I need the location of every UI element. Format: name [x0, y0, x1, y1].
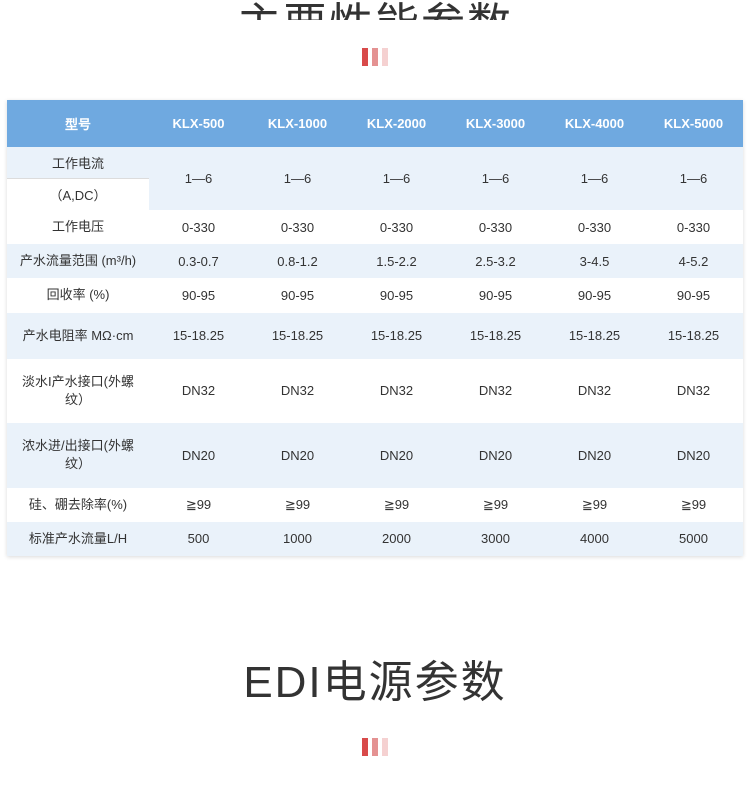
table-header-row: 型号 KLX-500 KLX-1000 KLX-2000 KLX-3000 KL… — [7, 100, 743, 147]
th-klx4000: KLX-4000 — [545, 100, 644, 147]
table-cell: 90-95 — [446, 278, 545, 312]
table-cell: 90-95 — [644, 278, 743, 312]
table-cell: ≧99 — [347, 488, 446, 522]
row-label: 浓水进/出接口(外螺纹） — [7, 423, 149, 487]
table-cell: ≧99 — [149, 488, 248, 522]
decor-bar — [382, 48, 388, 66]
table-row: 淡水I产水接口(外螺纹）DN32DN32DN32DN32DN32DN32 — [7, 359, 743, 423]
table-row: 工作电压0-3300-3300-3300-3300-3300-330 — [7, 210, 743, 244]
table-cell: 1—6 — [248, 147, 347, 210]
table-cell: 90-95 — [149, 278, 248, 312]
table-cell: ≧99 — [248, 488, 347, 522]
table-cell: DN20 — [545, 423, 644, 487]
decor-bar — [362, 738, 368, 756]
table-cell: 1—6 — [446, 147, 545, 210]
table-cell: 90-95 — [545, 278, 644, 312]
row-label: 回收率 (%) — [7, 278, 149, 312]
table-cell: 2000 — [347, 522, 446, 556]
table-cell: 1—6 — [149, 147, 248, 210]
table-cell: DN32 — [149, 359, 248, 423]
table-cell: DN20 — [248, 423, 347, 487]
table-cell: 1000 — [248, 522, 347, 556]
table-cell: DN32 — [545, 359, 644, 423]
title-decor — [0, 48, 750, 66]
table-cell: ≧99 — [644, 488, 743, 522]
th-klx2000: KLX-2000 — [347, 100, 446, 147]
table-cell: 15-18.25 — [446, 313, 545, 359]
decor-bar — [372, 738, 378, 756]
th-model: 型号 — [7, 100, 149, 147]
th-klx1000: KLX-1000 — [248, 100, 347, 147]
row-label: 淡水I产水接口(外螺纹） — [7, 359, 149, 423]
table-cell: 0-330 — [347, 210, 446, 244]
spec-table: 型号 KLX-500 KLX-1000 KLX-2000 KLX-3000 KL… — [7, 100, 743, 556]
table-cell: 1—6 — [545, 147, 644, 210]
th-klx5000: KLX-5000 — [644, 100, 743, 147]
table-cell: 15-18.25 — [644, 313, 743, 359]
table-cell: DN20 — [149, 423, 248, 487]
row-label: 产水流量范围 (m³/h) — [7, 244, 149, 278]
table-cell: 15-18.25 — [248, 313, 347, 359]
table-row: 产水流量范围 (m³/h)0.3-0.70.8-1.21.5-2.22.5-3.… — [7, 244, 743, 278]
section2-title: EDI电源参数 — [0, 646, 750, 710]
row-label-top: 工作电流 — [7, 147, 149, 178]
table-cell: 4-5.2 — [644, 244, 743, 278]
table-cell: ≧99 — [446, 488, 545, 522]
row-label: 产水电阻率 MΩ·cm — [7, 313, 149, 359]
table-cell: 5000 — [644, 522, 743, 556]
decor-bar — [382, 738, 388, 756]
table-row: 标准产水流量L/H50010002000300040005000 — [7, 522, 743, 556]
table-cell: DN20 — [644, 423, 743, 487]
table-row: 工作电流（A,DC）1—61—61—61—61—61—6 — [7, 147, 743, 210]
table-cell: 3000 — [446, 522, 545, 556]
row-label: 标准产水流量L/H — [7, 522, 149, 556]
table-cell: 1.5-2.2 — [347, 244, 446, 278]
table-cell: 500 — [149, 522, 248, 556]
table-cell: DN32 — [644, 359, 743, 423]
table-cell: 1—6 — [347, 147, 446, 210]
table-cell: 0.3-0.7 — [149, 244, 248, 278]
table-cell: ≧99 — [545, 488, 644, 522]
table-cell: 4000 — [545, 522, 644, 556]
decor-bar — [372, 48, 378, 66]
table-cell: 0-330 — [446, 210, 545, 244]
row-label-bottom: （A,DC） — [7, 179, 149, 210]
table-cell: 15-18.25 — [347, 313, 446, 359]
th-klx3000: KLX-3000 — [446, 100, 545, 147]
table-row: 产水电阻率 MΩ·cm15-18.2515-18.2515-18.2515-18… — [7, 313, 743, 359]
row-label: 工作电压 — [7, 210, 149, 244]
table-cell: 2.5-3.2 — [446, 244, 545, 278]
table-cell: 0-330 — [644, 210, 743, 244]
table-cell: 90-95 — [347, 278, 446, 312]
table-cell: DN20 — [347, 423, 446, 487]
table-cell: DN32 — [446, 359, 545, 423]
table-cell: DN32 — [248, 359, 347, 423]
row-label: 工作电流（A,DC） — [7, 147, 149, 210]
table-cell: 0-330 — [248, 210, 347, 244]
table-cell: 0.8-1.2 — [248, 244, 347, 278]
table-cell: DN32 — [347, 359, 446, 423]
table-cell: DN20 — [446, 423, 545, 487]
section1-title: 主要性能参数 — [0, 0, 750, 20]
row-label: 硅、硼去除率(%) — [7, 488, 149, 522]
table-row: 浓水进/出接口(外螺纹）DN20DN20DN20DN20DN20DN20 — [7, 423, 743, 487]
title-decor — [0, 738, 750, 756]
table-cell: 0-330 — [149, 210, 248, 244]
table-cell: 0-330 — [545, 210, 644, 244]
table-cell: 15-18.25 — [545, 313, 644, 359]
table-row: 回收率 (%)90-9590-9590-9590-9590-9590-95 — [7, 278, 743, 312]
table-cell: 1—6 — [644, 147, 743, 210]
table-row: 硅、硼去除率(%)≧99≧99≧99≧99≧99≧99 — [7, 488, 743, 522]
decor-bar — [362, 48, 368, 66]
th-klx500: KLX-500 — [149, 100, 248, 147]
table-cell: 90-95 — [248, 278, 347, 312]
table-cell: 3-4.5 — [545, 244, 644, 278]
table-cell: 15-18.25 — [149, 313, 248, 359]
